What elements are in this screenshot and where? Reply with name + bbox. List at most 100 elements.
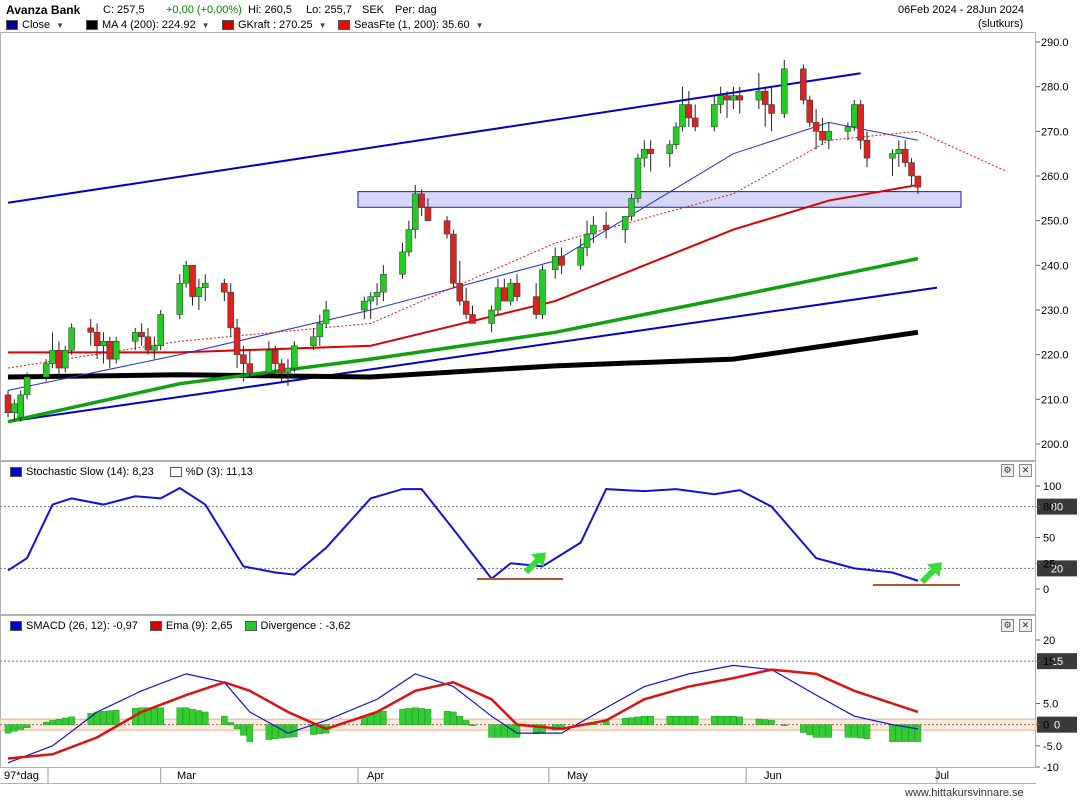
candle: [284, 359, 292, 386]
divergence-bar: [189, 708, 196, 725]
legend-label: Close: [22, 19, 51, 31]
candle: [532, 283, 540, 319]
candle: [914, 175, 922, 194]
candle: [590, 216, 597, 243]
stoch-d-label: %D (3): 11,13: [185, 466, 253, 478]
candle: [11, 399, 18, 422]
candle: [418, 189, 425, 217]
legend-swatch: [10, 467, 22, 477]
candle: [227, 283, 234, 337]
candle: [411, 184, 419, 239]
candle: [761, 86, 769, 127]
y-tick-label: 230.0: [1041, 305, 1069, 317]
legend-label: MA 4 (200): 224.92: [102, 19, 196, 31]
divergence-bar: [647, 715, 654, 725]
divergence-bar: [284, 724, 292, 738]
chart-header: Avanza Bank C: 257,5 +0,00 (+0,00%) Hi: …: [0, 0, 1036, 33]
y-tick-label: 80: [1043, 502, 1055, 514]
stoch-title: Stochastic Slow (14): 8,23: [26, 466, 154, 478]
divergence-bar: [628, 717, 635, 725]
ref-value-label: 15: [1051, 656, 1063, 668]
x-axis-month: Jun: [764, 770, 782, 782]
candle: [551, 247, 559, 279]
candle: [895, 140, 903, 168]
divergence-bar: [144, 707, 152, 725]
candle: [666, 140, 674, 168]
y-tick-label: 240.0: [1041, 260, 1069, 272]
candle: [768, 86, 775, 132]
y-tick-label: 290.0: [1041, 37, 1069, 49]
divergence-bar: [895, 724, 903, 742]
y-tick-label: 220.0: [1041, 350, 1069, 362]
candle: [851, 100, 858, 132]
candle: [647, 140, 654, 172]
divergence-bar: [443, 711, 451, 725]
divergence-bar: [418, 708, 425, 725]
candle: [889, 149, 896, 176]
dropdown-icon[interactable]: ▼: [201, 20, 210, 30]
legend-swatch: [149, 621, 162, 631]
candle: [723, 91, 731, 118]
y-tick-label: 15: [1043, 656, 1055, 668]
period: Per: dag: [395, 4, 437, 16]
divergence-bar: [914, 724, 922, 742]
legend-swatch: [86, 20, 98, 30]
candle: [17, 390, 24, 422]
divergence-bar: [55, 718, 63, 725]
divergence-bar: [844, 724, 852, 738]
settings-icon[interactable]: ⚙: [1001, 464, 1014, 477]
settings-icon[interactable]: ⚙: [1001, 619, 1014, 632]
divergence-bar: [11, 724, 18, 732]
x-axis-month: Jul: [935, 770, 950, 782]
candle: [265, 341, 273, 377]
up-arrow-icon: [523, 552, 546, 575]
candle: [240, 345, 247, 382]
candle: [132, 327, 139, 351]
dropdown-icon[interactable]: ▼: [318, 20, 327, 30]
divergence-bar: [221, 715, 228, 725]
dropdown-icon[interactable]: ▼: [56, 20, 65, 30]
ref-value-badge: [1037, 716, 1077, 733]
legend-close[interactable]: Close ▼: [6, 19, 64, 31]
price-panel-frame: [0, 32, 1036, 461]
candle: [577, 238, 584, 270]
candle: [583, 220, 591, 257]
candle: [736, 86, 743, 114]
candle: [87, 318, 94, 346]
divergence-bar: [863, 724, 871, 740]
candle: [691, 104, 699, 132]
up-arrow-icon: [919, 562, 942, 585]
divergence-bar: [23, 724, 31, 728]
candle: [367, 292, 374, 319]
candle: [310, 327, 317, 351]
x-axis-month: May: [567, 770, 588, 782]
divergence-bar: [411, 707, 419, 725]
candle: [634, 153, 642, 203]
candle: [672, 122, 680, 150]
change-value: +0,00 (+0,00%): [166, 4, 242, 16]
divergence-bar: [494, 724, 502, 738]
legend-gkraft[interactable]: GKraft : 270.25 ▼: [222, 19, 327, 31]
price-type: (slutkurs): [978, 18, 1024, 30]
divergence-bar: [755, 718, 763, 725]
divergence-bar: [240, 724, 247, 736]
divergence-bar: [4, 724, 12, 734]
candle: [405, 220, 413, 257]
divergence-bar: [361, 717, 368, 725]
legend-seasfte[interactable]: SeasFte (1, 200): 35.60 ▼: [338, 19, 484, 31]
legend-swatch: [10, 621, 22, 631]
dropdown-icon[interactable]: ▼: [475, 20, 484, 30]
close-icon[interactable]: ✕: [1019, 464, 1032, 477]
close-icon[interactable]: ✕: [1019, 619, 1032, 632]
legend-ma4[interactable]: MA 4 (200): 224.92 ▼: [86, 19, 209, 31]
y-tick-label: -10: [1043, 762, 1059, 774]
divergence-bar: [641, 715, 648, 725]
seasonal-dotted-line: [7, 130, 1008, 369]
candle: [100, 332, 107, 364]
divergence-bar: [711, 715, 718, 725]
divergence-bar: [310, 724, 317, 735]
candle: [456, 260, 464, 306]
divergence-bar: [691, 715, 699, 725]
divergence-bar: [182, 707, 190, 725]
